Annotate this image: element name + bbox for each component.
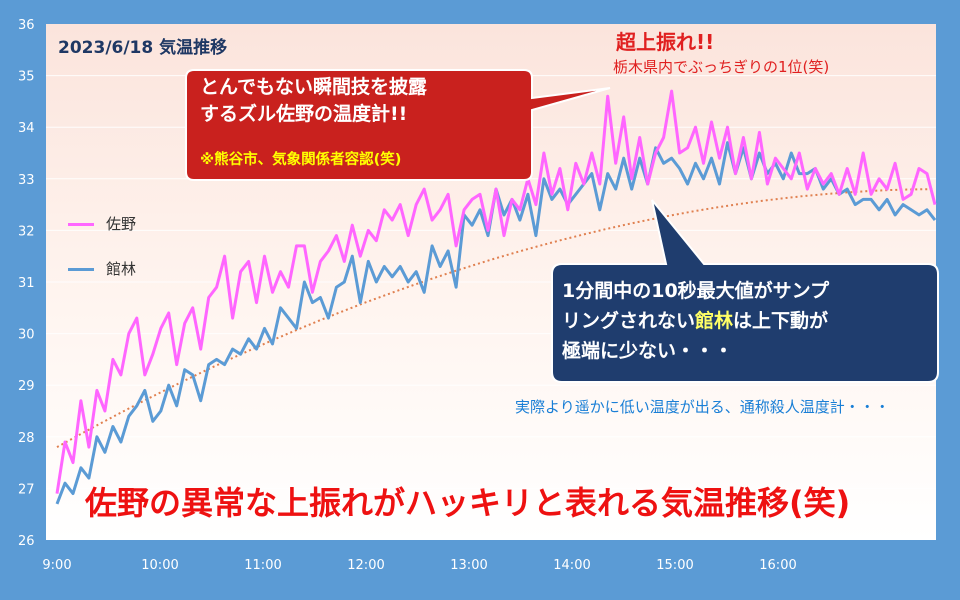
y-tick-label: 30 <box>18 328 35 343</box>
legend-label-tatebayashi: 館林 <box>106 260 137 278</box>
blue-note-text: 実際より遥かに低い温度が出る、通称殺人温度計・・・ <box>515 398 890 416</box>
x-tick-label: 13:00 <box>450 558 487 573</box>
x-tick-label: 10:00 <box>141 558 178 573</box>
y-tick-label: 28 <box>18 431 35 446</box>
x-tick-label: 9:00 <box>42 558 71 573</box>
series-lines <box>55 89 937 505</box>
x-tick-label: 11:00 <box>244 558 281 573</box>
blue-callout-line2c: は上下動が <box>733 310 829 332</box>
y-tick-label: 33 <box>18 173 35 188</box>
y-tick-label: 36 <box>18 18 35 33</box>
y-tick-label: 29 <box>18 379 35 394</box>
legend-swatch-sano <box>68 223 94 226</box>
blue-callout-bubble <box>551 199 939 383</box>
blue-callout-highlight: 館林 <box>695 310 734 332</box>
x-tick-label: 12:00 <box>347 558 384 573</box>
y-tick-label: 32 <box>18 224 35 239</box>
blue-callout-text: 1分間中の10秒最大値がサンプ リングされない館林は上下動が 極端に少ない・・・ <box>562 276 932 366</box>
blue-callout-line3: 極端に少ない・・・ <box>562 340 734 362</box>
y-tick-label: 31 <box>18 276 35 291</box>
x-tick-label: 14:00 <box>553 558 590 573</box>
x-tick-label: 15:00 <box>656 558 693 573</box>
blue-callout-line2a: リングされない <box>562 310 696 332</box>
red-callout-bubble <box>185 69 611 181</box>
red-callout-note: ※熊谷市、気象関係者容認(笑) <box>200 152 402 168</box>
series-line-sano <box>55 89 937 494</box>
y-axis-ticks: 26 27 28 29 30 31 32 33 34 35 36 <box>18 18 35 549</box>
main-caption: 佐野の異常な上振れがハッキリと表れる気温推移(笑) <box>85 484 851 522</box>
red-callout-line2: するズル佐野の温度計!! <box>200 103 408 125</box>
blue-callout-line2: リングされない館林は上下動が <box>562 306 932 336</box>
spike-annotation-title: 超上振れ!! <box>616 30 715 54</box>
red-callout-line1: とんでもない瞬間技を披露 <box>200 76 428 98</box>
red-callout-text: とんでもない瞬間技を披露 するズル佐野の温度計!! <box>200 74 530 128</box>
y-tick-label: 34 <box>18 121 35 136</box>
y-tick-label: 27 <box>18 482 35 497</box>
x-axis-ticks: 9:00 10:00 11:00 12:00 13:00 14:00 15:00 16:00 <box>42 558 796 573</box>
chart-title: 2023/6/18 気温推移 <box>58 38 228 58</box>
blue-callout-line1: 1分間中の10秒最大値がサンプ <box>562 280 830 302</box>
legend-swatch-tatebayashi <box>68 268 94 271</box>
spike-annotation-subtitle: 栃木県内でぶっちぎりの1位(笑) <box>613 58 830 76</box>
x-tick-label: 16:00 <box>759 558 796 573</box>
y-tick-label: 35 <box>18 70 35 85</box>
y-tick-label: 26 <box>18 534 35 549</box>
legend-label-sano: 佐野 <box>106 215 137 233</box>
